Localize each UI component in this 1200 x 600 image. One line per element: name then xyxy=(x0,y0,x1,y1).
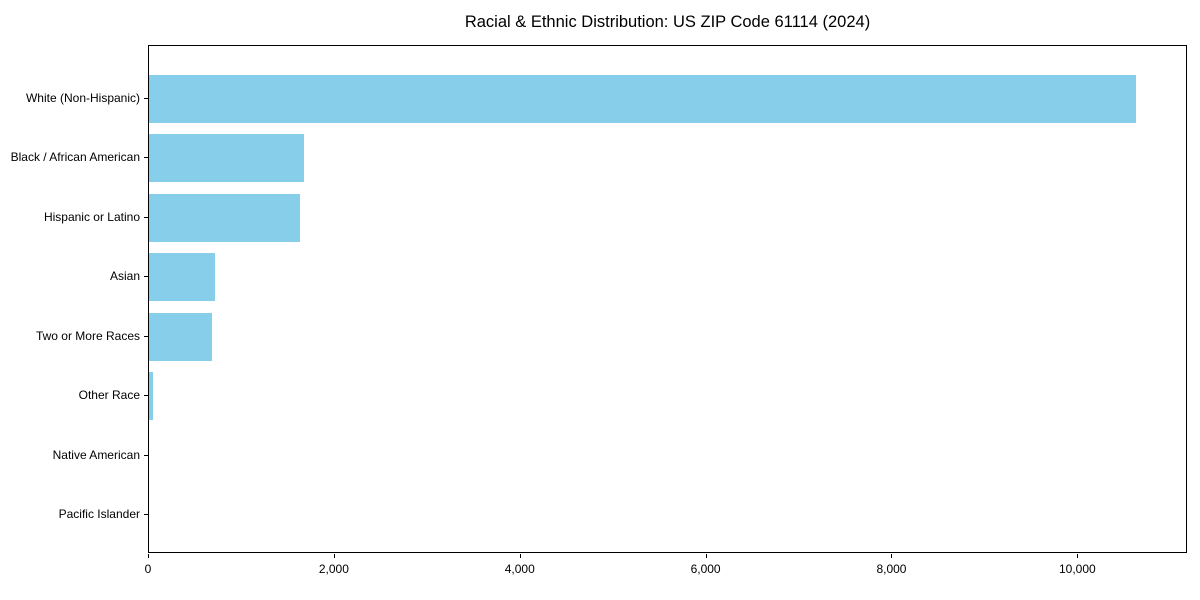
bar-other-race xyxy=(149,372,154,420)
x-tick-mark xyxy=(333,554,335,558)
y-axis-labels: White (Non-Hispanic) Black / African Amer… xyxy=(0,45,140,553)
y-tick-label-pacific-islander: Pacific Islander xyxy=(58,507,140,521)
x-tick-label-6000: 6,000 xyxy=(690,562,721,576)
bar-white-non-hispanic xyxy=(149,74,1136,123)
y-tick-label-two-or-more-races: Two or More Races xyxy=(35,328,140,343)
bar-black-african-american xyxy=(149,134,304,182)
x-tick-mark xyxy=(705,554,707,558)
y-tick-label-native-american: Native American xyxy=(52,447,140,462)
x-tick-mark xyxy=(519,554,521,558)
y-tick-mark xyxy=(144,514,148,515)
y-tick-label-asian: Asian xyxy=(109,269,140,283)
bar-two-or-more-races xyxy=(149,312,213,361)
y-tick-mark xyxy=(144,157,148,158)
chart-title: Racial & Ethnic Distribution: US ZIP Cod… xyxy=(464,13,871,31)
y-tick-mark xyxy=(144,97,148,99)
x-tick-mark xyxy=(148,554,149,558)
y-tick-mark xyxy=(144,276,148,277)
bar-asian xyxy=(149,253,216,301)
x-tick-label-8000: 8,000 xyxy=(876,562,907,576)
y-tick-label-hispanic-or-latino: Hispanic or Latino xyxy=(43,209,140,224)
x-tick-label-4000: 4,000 xyxy=(504,562,535,576)
y-tick-mark xyxy=(144,216,148,218)
x-tick-label-2000: 2,000 xyxy=(318,562,349,576)
y-tick-label-other-race: Other Race xyxy=(78,388,140,402)
x-tick-mark xyxy=(1077,554,1079,558)
y-tick-mark xyxy=(144,395,148,396)
x-tick-label-0: 0 xyxy=(144,562,152,576)
y-tick-mark xyxy=(144,454,148,456)
x-tick-label-10000: 10,000 xyxy=(1058,562,1096,576)
plot-area xyxy=(148,45,1187,553)
y-tick-label-black-african-american: Black / African American xyxy=(10,150,140,164)
bar-hispanic-or-latino xyxy=(149,193,300,242)
x-tick-mark xyxy=(891,554,893,558)
y-tick-label-white-non-hispanic: White (Non-Hispanic) xyxy=(25,90,140,105)
y-tick-mark xyxy=(144,335,148,337)
